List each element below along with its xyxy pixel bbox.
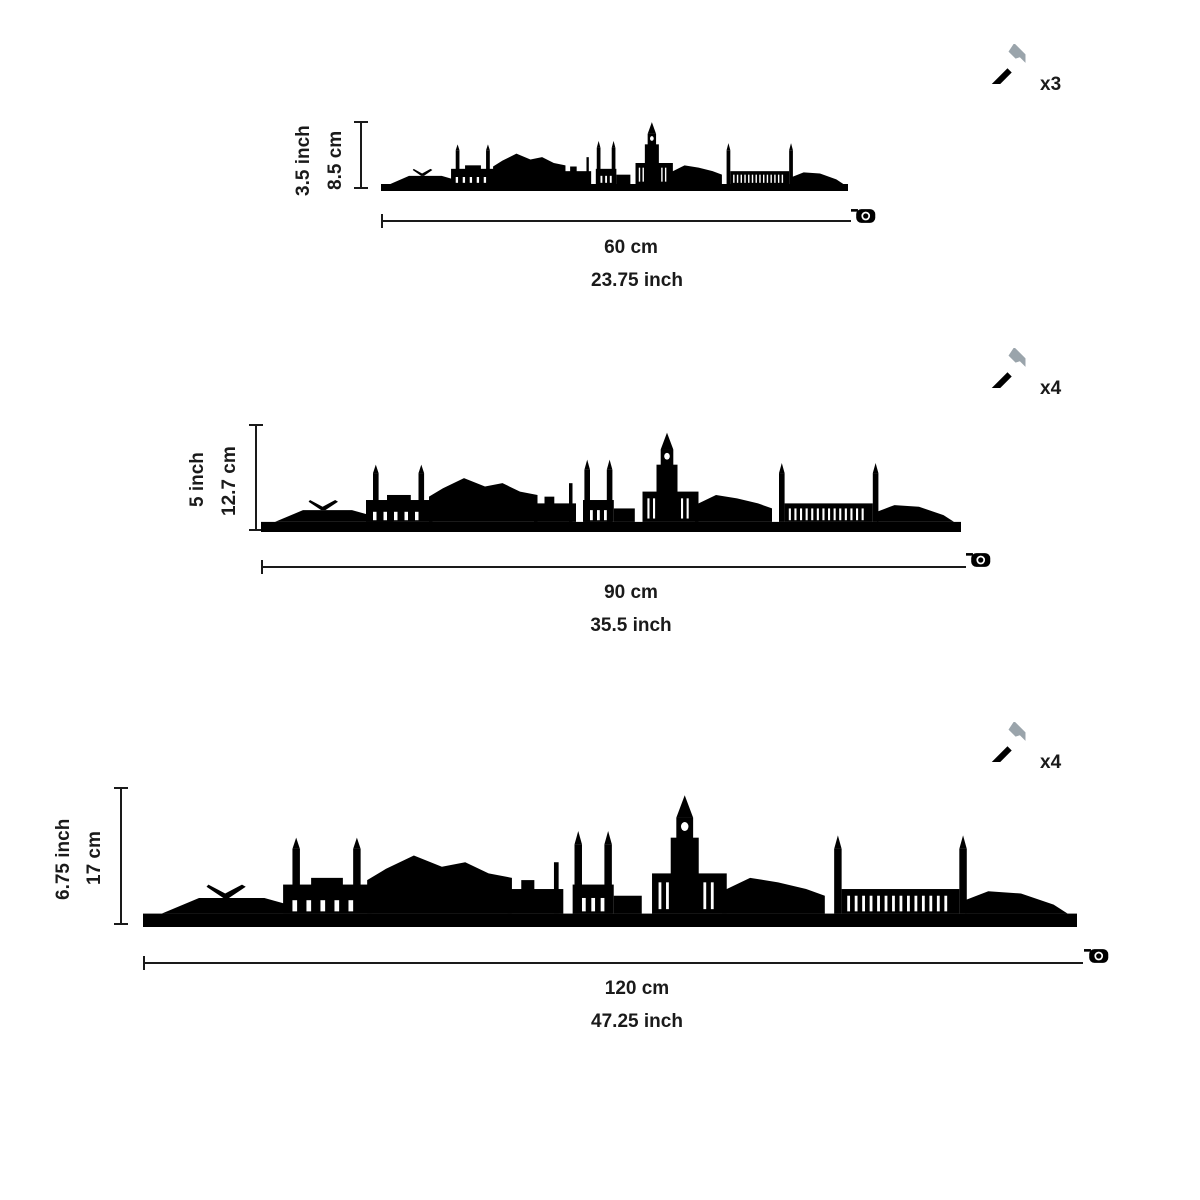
width-cm-label: 60 cm (604, 237, 658, 258)
width-inch-label: 47.25 inch (591, 1011, 683, 1032)
width-cm-label: 120 cm (604, 978, 670, 999)
width-dimension-line (143, 962, 1083, 964)
width-cm-label: 90 cm (604, 582, 658, 603)
tape-measure-icon (1084, 949, 1109, 963)
height-cm-label: 17 cm (84, 831, 105, 885)
quantity-label: x4 (1040, 378, 1062, 399)
skyline-silhouette (143, 795, 1077, 927)
height-dimension-line (255, 424, 257, 531)
width-inch-label: 23.75 inch (591, 270, 683, 291)
width-dimension-line (261, 566, 966, 568)
height-dimension-line (120, 787, 122, 925)
width-inch-label: 35.5 inch (590, 615, 672, 636)
width-dimension-line (381, 220, 851, 222)
height-inch-label: 6.75 inch (53, 818, 74, 900)
hammer-icon (990, 722, 1030, 762)
quantity-label: x4 (1040, 752, 1062, 773)
height-dimension-line (360, 121, 362, 189)
quantity-label: x3 (1040, 74, 1062, 95)
